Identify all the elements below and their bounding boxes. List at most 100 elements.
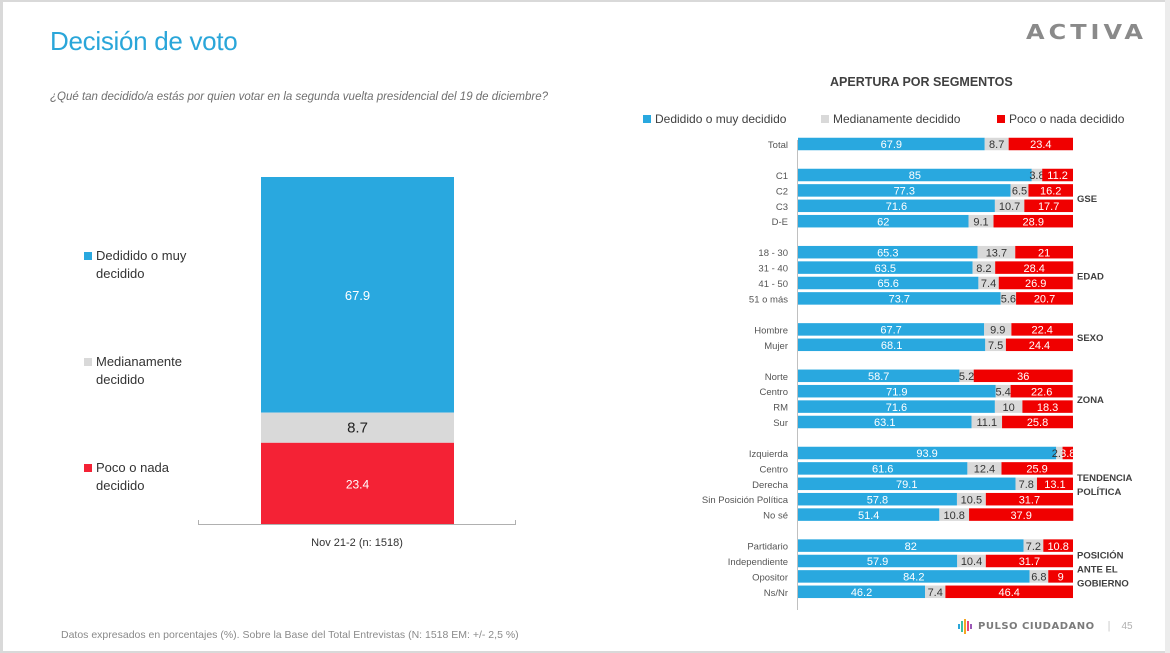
row-label: Centro <box>759 464 788 475</box>
bar-value-label: 8.7 <box>347 420 368 437</box>
legend-item-decidido: Dedidido o muy decidido <box>84 247 214 283</box>
bar-segment <box>1010 184 1029 197</box>
legend-swatch-poco <box>997 115 1005 123</box>
bar-segment <box>984 323 1012 336</box>
bar-segment <box>1056 446 1063 460</box>
bar-segment <box>1024 199 1073 213</box>
bar-value-label: 10.7 <box>999 201 1020 213</box>
activa-logo: ACTIVA <box>1026 20 1148 44</box>
bar-value-label: 5.4 <box>996 386 1011 398</box>
bar-value-label: 93.9 <box>916 448 937 460</box>
bar-value-label: 6.8 <box>1031 572 1046 584</box>
row-label: 41 - 50 <box>758 279 788 290</box>
row-label: Total <box>768 140 788 151</box>
group-label: ZONA <box>1077 395 1104 406</box>
row-label: Izquierda <box>749 449 789 460</box>
bar-segment <box>994 199 1025 213</box>
bar-segment <box>995 261 1074 274</box>
bar-value-label: 9.1 <box>973 216 988 228</box>
bar-segment <box>798 384 996 398</box>
bar-value-label: 3.8 <box>1060 448 1075 460</box>
bar-segment <box>798 261 973 274</box>
row-label: Hombre <box>754 325 788 336</box>
segments-title: APERTURA POR SEGMENTOS <box>830 75 1013 89</box>
bar-segment <box>973 369 1073 383</box>
bar-value-label: 85 <box>909 170 921 182</box>
bar-segment <box>985 554 1073 568</box>
group-label: TENDENCIA <box>1077 473 1133 484</box>
bar-segment <box>1023 539 1044 552</box>
bar-value-label: 28.9 <box>1023 216 1044 228</box>
legend-label: Dedidido o muy decidido <box>96 248 187 281</box>
bar-segment <box>956 492 986 506</box>
bar-segment <box>798 184 1011 197</box>
bar-segment <box>925 585 946 599</box>
legend-label: Poco o nada decidido <box>96 460 170 493</box>
bar-segment <box>1008 137 1073 151</box>
bar-value-label: 10.5 <box>961 494 982 506</box>
bar-value-label: 36 <box>1017 371 1029 383</box>
bar-segment <box>959 369 974 383</box>
bar-segment <box>1043 539 1073 552</box>
row-label: RM <box>773 403 788 414</box>
bar-value-label: 10 <box>1003 402 1015 414</box>
group-label: POLÍTICA <box>1077 487 1121 498</box>
bar-value-label: 21 <box>1038 247 1050 259</box>
bar-segment <box>969 508 1074 521</box>
bar-value-label: 25.8 <box>1027 417 1048 429</box>
bar-segment <box>957 554 986 568</box>
bar-segment <box>977 245 1016 259</box>
legend-item-poco: Poco o nada decidido <box>84 459 214 495</box>
bar-segment <box>995 384 1011 398</box>
brand-footer: PULSO CIUDADANO | 45 <box>957 618 1133 634</box>
bar-segment <box>1036 477 1073 491</box>
legend-swatch-decidido <box>84 252 92 260</box>
bar-value-label: 3.8 <box>1029 170 1044 182</box>
bar-segment <box>994 400 1023 413</box>
page-title: Decisión de voto <box>50 26 238 56</box>
legend-swatch-medianamente <box>821 115 829 123</box>
bar-value-label: 6.5 <box>1012 186 1027 198</box>
bar-segment <box>798 570 1030 583</box>
row-label: No sé <box>763 511 788 522</box>
bar-value-label: 62 <box>877 216 889 228</box>
bar-segment <box>985 338 1006 352</box>
bar-value-label: 71.6 <box>886 402 907 414</box>
bar-value-label: 77.3 <box>894 186 915 198</box>
main-stacked-chart: 67.9 8.7 23.4 Nov 21-2 (n: 1518) <box>198 177 516 549</box>
bar-segment <box>798 585 926 599</box>
seg-legend-medianamente: Medianamente decidido <box>821 112 960 126</box>
legend-label: Medianamente decidido <box>833 112 961 126</box>
bar-value-label: 31.7 <box>1019 494 1040 506</box>
bar-segment <box>1015 245 1073 259</box>
bar-segment <box>798 214 969 228</box>
bar-segment <box>1028 184 1073 197</box>
row-label: C3 <box>776 202 788 213</box>
row-label: Sur <box>773 418 788 429</box>
bar-value-label: 7.5 <box>988 340 1003 352</box>
bar-value-label: 9.9 <box>990 325 1005 337</box>
row-label: D-E <box>772 217 788 228</box>
bar-segment <box>984 137 1009 151</box>
bar-segment <box>1016 292 1073 305</box>
bar-segment <box>978 276 999 290</box>
bar-segment <box>967 462 1002 475</box>
bar-value-label: 16.2 <box>1040 186 1061 198</box>
group-label: POSICIÓN <box>1077 550 1124 562</box>
survey-question: ¿Qué tan decidido/a estás por quien vota… <box>50 91 549 103</box>
bar-value-label: 9 <box>1058 572 1064 584</box>
bar-segment <box>798 462 968 475</box>
bar-value-label: 10.4 <box>961 556 982 568</box>
bar-segment <box>798 508 940 521</box>
bar-value-label: 11.1 <box>976 417 997 429</box>
row-label: Ns/Nr <box>764 588 788 599</box>
bar-segment <box>798 415 972 429</box>
group-label: GSE <box>1077 194 1097 205</box>
bar-value-label: 8.7 <box>989 139 1004 151</box>
legend-swatch-poco <box>84 464 92 472</box>
bar-segment <box>972 261 996 274</box>
bar-value-label: 67.9 <box>881 139 902 151</box>
row-label: Opositor <box>752 572 788 583</box>
legend-item-medianamente: Medianamente decidido <box>84 353 214 389</box>
bar-segment <box>798 477 1016 491</box>
